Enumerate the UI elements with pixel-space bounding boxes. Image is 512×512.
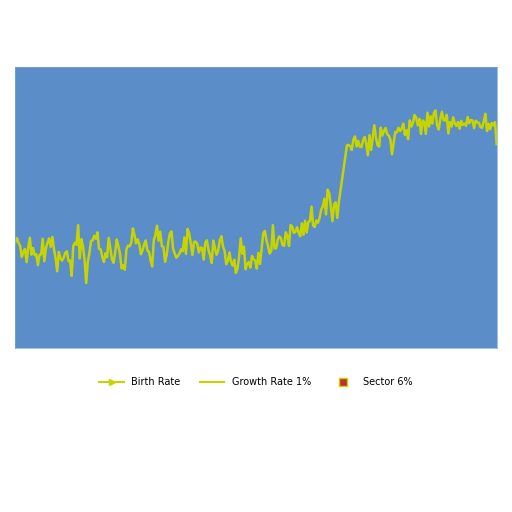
Legend: Birth Rate, Growth Rate 1%, Sector 6%: Birth Rate, Growth Rate 1%, Sector 6% [95,373,417,391]
